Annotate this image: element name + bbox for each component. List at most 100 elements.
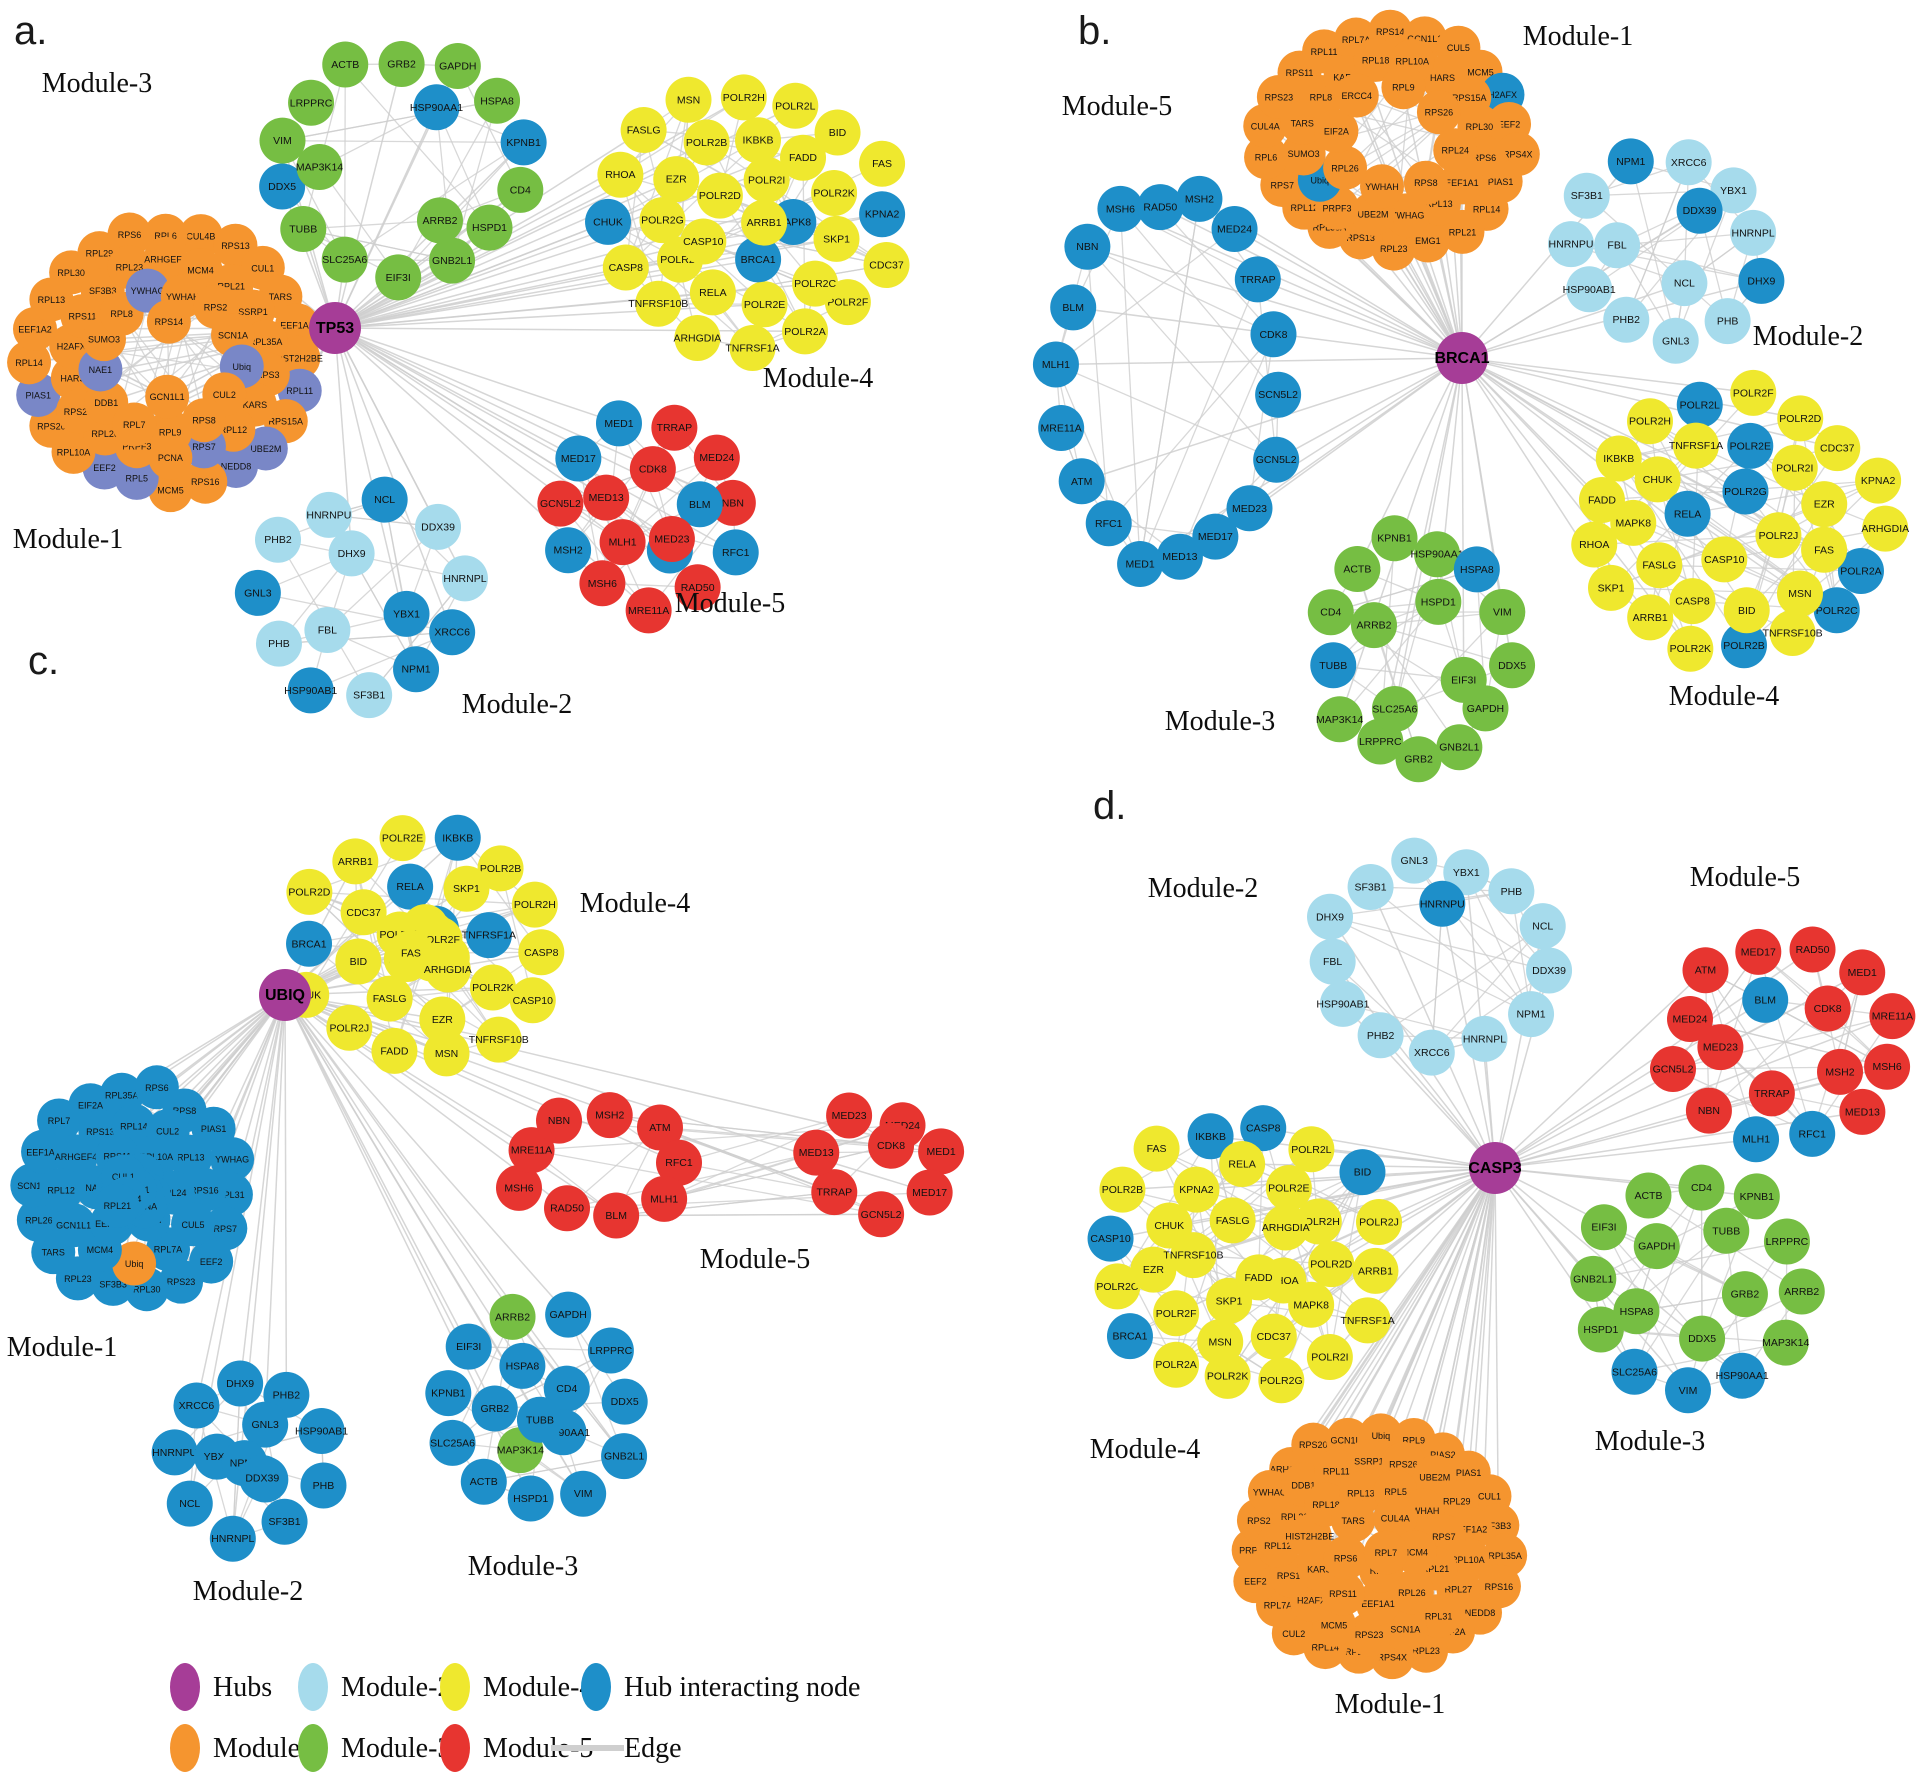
node-label-cd4: CD4 [556,1383,577,1395]
node-label-rps6: RPS6 [118,230,142,240]
node-label-npm1: NPM1 [1616,156,1645,168]
node-label-rpl7a: RPL7A [1264,1601,1293,1611]
node-phb [1488,868,1535,915]
node-kpnb1 [425,1370,472,1417]
node-rela [689,269,736,316]
node-rhoa [597,151,644,198]
panel-a-nodes: CUL4B RPS13 CUL1 TARS EEF1A1 HIST2H2BE RPL11 RP… [7,41,910,719]
node-label-xrcc6: XRCC6 [1414,1047,1450,1059]
edge [1593,1240,1788,1280]
node-label-fas: FAS [1147,1143,1167,1155]
node-label-faslg: FASLG [627,125,661,137]
hub-edge [334,106,438,329]
node-hnrnpu [151,1429,198,1476]
legend: HubsModule-1Module-2Module-3Module-4Modu… [170,1663,860,1772]
node-label-rpl12: RPL12 [47,1186,75,1196]
node-label-cdk8: CDK8 [1814,1003,1842,1015]
node-tars [1331,1498,1376,1543]
node-label-polr2h: POLR2H [1629,416,1671,428]
node-label-med13: MED13 [1162,551,1197,563]
node-label-rps14: RPS14 [1376,27,1405,37]
node-label-sf3b3: SF3B3 [99,1279,127,1289]
legend-swatch-module-4 [440,1663,470,1711]
node-label-dhx9: DHX9 [1747,275,1775,287]
panel-letter-c: c. [28,639,59,683]
node-polr2e [379,815,426,862]
node-label-ddb1: DDB1 [1291,1480,1315,1490]
edge [1087,246,1274,335]
node-rpl26 [1389,1570,1434,1615]
node-label-eif2a: EIF2A [78,1101,103,1111]
node-tubb [1310,642,1357,689]
node-label-rps11: RPS11 [69,312,97,322]
node-ddx39 [415,503,462,550]
node-label-scn1a: SCN1A [17,1181,47,1191]
node-label-hnrnpl: HNRNPL [443,573,486,585]
edge [607,221,753,349]
node-label-polr2g: POLR2G [641,215,684,227]
node-kpna2 [1855,457,1902,504]
node-label-polr2l: POLR2L [775,100,815,112]
node-msh2 [1817,1048,1864,1095]
node-label-eef1a2: EEF1A2 [1454,1525,1488,1535]
node-tnfrsf1a [1344,1297,1391,1344]
node-arrb1 [332,838,379,885]
node-label-gapdh: GAPDH [439,60,476,72]
node-label-rps23: RPS23 [64,407,93,417]
node-label-rela: RELA [396,881,423,893]
node-label-gnl3: GNL3 [244,587,272,599]
node-label-mcm5: MCM5 [157,486,184,496]
edge [1465,872,1532,1015]
node-label-polr2j: POLR2J [329,1022,369,1034]
node-eif3i [375,254,422,301]
node-xrcc6 [173,1382,220,1429]
node-label-gcn1l1: GCN1L1 [1330,1435,1365,1445]
node-label-eif3i: EIF3I [1591,1222,1616,1234]
node-xrcc6 [1408,1029,1455,1076]
node-gnb2l1 [429,237,476,284]
node-label-rpl35a: RPL35A [1488,1551,1522,1561]
node-polr2b [1099,1166,1146,1213]
node-hsp90ab1 [1319,980,1366,1027]
edge [1672,951,1759,1070]
hub-edge [334,221,609,329]
node-label-vim: VIM [1493,606,1512,618]
hub-edge [1055,357,1463,366]
node-slc25a6 [1371,685,1418,732]
node-label-npm1: NPM1 [401,664,430,676]
node-arhgdia [1262,1204,1309,1251]
node-actb [460,1458,507,1505]
node-bid [814,109,861,156]
node-label-rps3: RPS3 [256,370,280,380]
node-label-med23: MED23 [654,534,689,546]
node-label-hspd1: HSPD1 [1421,596,1456,608]
node-label-ywhag: YWHAG [1390,211,1424,221]
panel-c-nodes: CASP8CASP10TNFRSF10BMSNFADDPOLR2JCHUKBRC… [10,814,965,1562]
node-label-ywhag: YWHAG [215,1155,249,1165]
node-label-mre11a: MRE11A [628,605,669,617]
edge [451,1316,514,1444]
node-label-trrap: TRRAP [657,422,693,434]
node-label-rpl26: RPL26 [1398,1588,1426,1598]
node-label-actb: ACTB [1343,564,1371,576]
node-label-rpl35a: RPL35A [249,337,283,347]
node-ercc4 [1334,73,1379,118]
node-label-ybx1: YBX1 [393,608,420,620]
hub-edge [264,994,286,1425]
node-label-rps2: RPS2 [204,302,228,312]
hub-edge [1159,206,1463,359]
node-label-actb: ACTB [470,1476,498,1488]
node-rfc1 [1789,1110,1836,1157]
edge [368,578,466,696]
node-label-atm: ATM [649,1122,670,1134]
node-label-hsp90ab1: HSP90AB1 [295,1425,348,1437]
node-polr2b [1721,622,1768,669]
node-med24 [1211,206,1258,253]
node-label-slc25a6: SLC25A6 [1372,703,1417,715]
node-brca1 [1106,1313,1153,1360]
node-label-atm: ATM [1071,476,1092,488]
node-label-polr2a: POLR2A [1840,565,1881,577]
node-label-tnfrsf10b: TNFRSF10B [469,1034,529,1046]
node-label-eef2: EEF2 [1498,119,1521,129]
node-eif3i [1440,656,1487,703]
